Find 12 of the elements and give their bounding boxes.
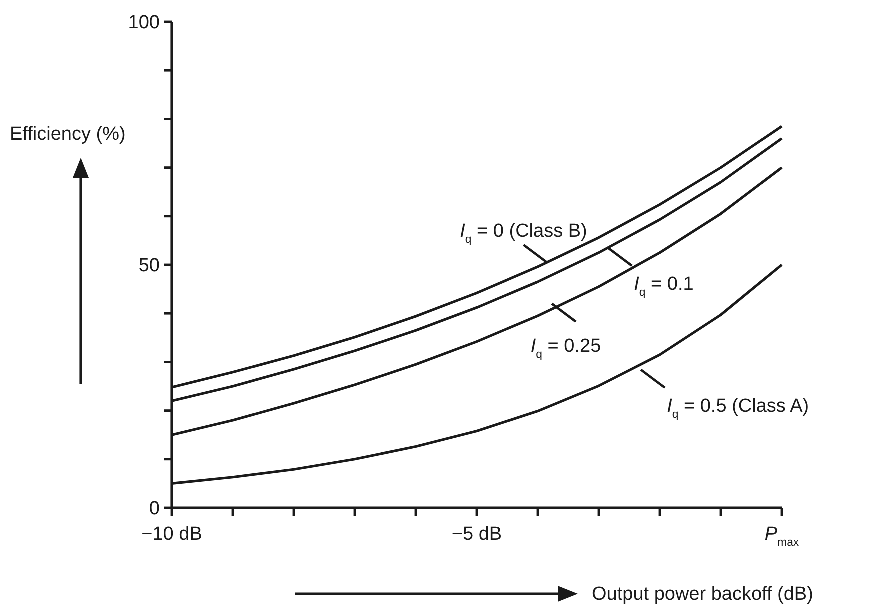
- y-tick-label: 100: [128, 12, 160, 34]
- x-tick-label: P$_{max}$: [764, 524, 800, 549]
- annotation: I$_{q}$ = 0.1: [634, 274, 694, 299]
- y-axis-title: Efficiency (%): [10, 124, 126, 145]
- x-axis-title: Output power backoff (dB): [592, 584, 814, 605]
- x-tick-label: −10 dB: [142, 524, 202, 545]
- annotation: I$_{q}$ = 0.25: [530, 336, 602, 361]
- annotation: I$_{q}$ = 0 (Class B): [460, 221, 588, 246]
- y-tick-label: 0: [149, 498, 160, 520]
- annotation: I$_{q}$ = 0.5 (Class A): [667, 396, 810, 421]
- x-tick-label: −5 dB: [452, 524, 502, 545]
- y-tick-label: 50: [138, 256, 160, 277]
